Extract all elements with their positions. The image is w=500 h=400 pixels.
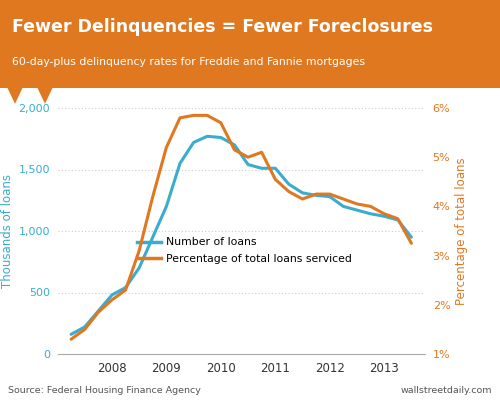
Legend: Number of loans, Percentage of total loans serviced: Number of loans, Percentage of total loa…	[132, 233, 356, 268]
FancyBboxPatch shape	[0, 0, 500, 88]
Text: 60-day-plus delinquency rates for Freddie and Fannie mortgages: 60-day-plus delinquency rates for Freddi…	[12, 57, 366, 67]
Text: Fewer Delinquencies = Fewer Foreclosures: Fewer Delinquencies = Fewer Foreclosures	[12, 18, 434, 36]
Text: wallstreetdaily.com: wallstreetdaily.com	[401, 386, 492, 395]
Y-axis label: Thousands of loans: Thousands of loans	[1, 174, 14, 288]
Y-axis label: Percentage of total loans: Percentage of total loans	[454, 157, 468, 305]
Polygon shape	[38, 88, 52, 104]
Text: Source: Federal Housing Finance Agency: Source: Federal Housing Finance Agency	[8, 386, 200, 395]
Polygon shape	[8, 88, 22, 104]
